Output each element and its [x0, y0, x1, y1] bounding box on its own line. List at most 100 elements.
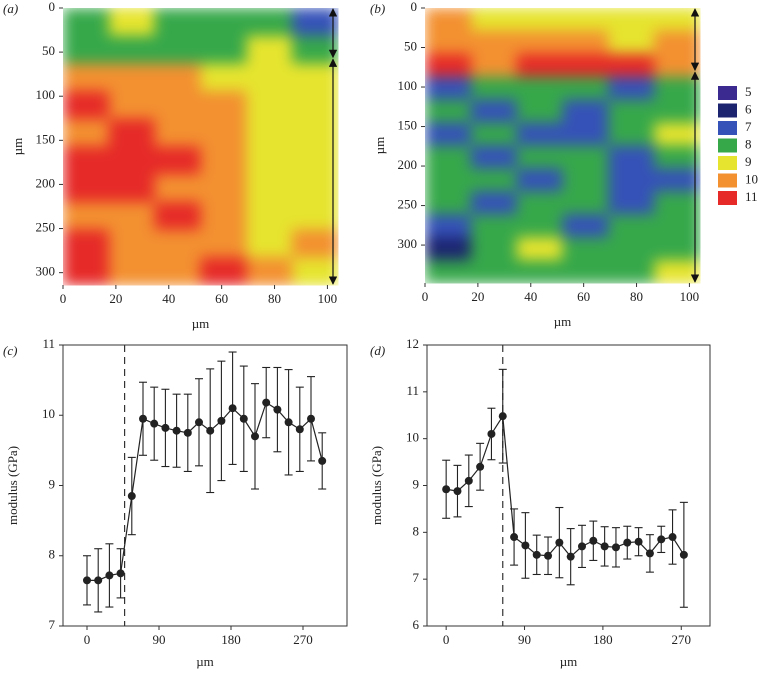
heatmap-cell — [516, 168, 563, 192]
heatmap-cell — [108, 63, 156, 92]
heatmap-cell — [63, 257, 110, 286]
heatmap-cell — [470, 99, 518, 124]
heatmap-cell — [654, 145, 701, 169]
heatmap-cell — [63, 146, 110, 175]
heatmap-cell — [562, 260, 609, 284]
heatmap-cell — [470, 122, 518, 146]
plot-frame — [62, 344, 348, 627]
heatmap-cell — [516, 30, 563, 55]
legend-label: 11 — [745, 189, 758, 204]
data-point — [634, 537, 643, 546]
x-tick-label: 90 — [153, 632, 166, 647]
heatmap-cell — [425, 30, 472, 55]
y-tick-label: 250 — [36, 220, 56, 235]
heatmap-cell — [654, 260, 701, 284]
heatmap-cell — [154, 257, 201, 286]
heatmap-cell — [562, 8, 609, 32]
y-tick-label: 7 — [413, 570, 420, 585]
y-tick-label: 150 — [398, 118, 418, 133]
heatmap-cell — [562, 145, 609, 169]
data-line — [87, 401, 323, 581]
heatmap-cell — [562, 191, 609, 215]
heatmap-cell — [516, 260, 563, 284]
panel: (d) 0 90 180 270 6 7 8 9 10 11 12 µm modulus (GPa) — [369, 336, 711, 669]
heatmap-cell — [562, 30, 609, 55]
heatmap-cell — [654, 30, 701, 55]
heatmap-cell — [562, 99, 609, 124]
y-tick-label: 100 — [398, 78, 418, 93]
y-tick-label: 200 — [398, 157, 418, 172]
heatmap-cell — [608, 30, 655, 55]
heatmap-cell — [200, 257, 247, 286]
data-point — [183, 428, 192, 437]
legend-label: 8 — [745, 136, 752, 151]
data-point — [94, 576, 103, 585]
heatmap-cell — [246, 63, 293, 92]
heatmap-cell — [516, 122, 563, 146]
heatmap-cell — [292, 146, 339, 175]
heatmap-cell — [63, 174, 110, 203]
heatmap-cell — [470, 214, 518, 238]
data-point — [657, 535, 666, 544]
heatmap-cell — [608, 237, 655, 261]
data-line — [446, 414, 685, 558]
heatmap-cell — [292, 63, 339, 92]
heatmap-cell — [608, 168, 655, 192]
heatmap-cell — [200, 63, 247, 92]
heatmap-cell — [154, 201, 201, 231]
heatmap-cell — [292, 229, 339, 258]
heatmap-cell — [292, 201, 339, 231]
x-tick-label: 180 — [593, 632, 613, 647]
y-tick-label: 50 — [42, 43, 55, 58]
heatmap-cell — [470, 8, 518, 32]
heatmap-cell — [654, 168, 701, 192]
heatmap-cell — [516, 214, 563, 238]
heatmap-cell — [425, 214, 472, 238]
heatmap-cell — [108, 91, 156, 120]
heatmap-cell — [200, 118, 247, 147]
heatmap-cell — [654, 191, 701, 215]
heatmap-cell — [425, 122, 472, 146]
heatmap-cell — [292, 118, 339, 147]
y-tick-label: 10 — [42, 406, 55, 421]
heatmap-cell — [63, 91, 110, 120]
legend-label: 6 — [745, 101, 752, 116]
legend-label: 7 — [745, 119, 752, 134]
heatmap-cell — [608, 76, 655, 101]
heatmap-cell — [516, 191, 563, 215]
x-axis-label: µm — [196, 654, 214, 669]
heatmap-cell — [246, 174, 293, 203]
heatmap-cell — [292, 174, 339, 203]
legend-swatch — [718, 138, 737, 153]
heatmap-cell — [562, 76, 609, 101]
heatmap-cell — [246, 229, 293, 258]
heatmap-cells — [63, 8, 339, 286]
heatmap-cell — [425, 191, 472, 215]
y-tick-label: 50 — [404, 38, 417, 53]
data-point — [318, 456, 327, 465]
heatmap-cell — [516, 76, 563, 101]
x-tick-label: 20 — [109, 291, 122, 306]
data-point — [251, 432, 259, 441]
heatmap-cell — [654, 53, 701, 78]
heatmap-cell — [108, 201, 156, 231]
heatmap-cell — [63, 35, 110, 64]
y-tick-label: 6 — [413, 617, 420, 632]
heatmap-cell — [470, 30, 518, 55]
heatmap-cell — [246, 35, 293, 64]
x-tick-label: 90 — [518, 632, 531, 647]
heatmap-cell — [516, 53, 563, 78]
heatmap-cell — [608, 145, 655, 169]
y-axis-label: modulus (GPa) — [369, 446, 384, 525]
heatmap-cell — [200, 174, 247, 203]
y-tick-label: 150 — [36, 131, 56, 146]
x-tick-label: 100 — [318, 291, 338, 306]
data-point — [555, 538, 564, 547]
x-axis-label: µm — [560, 654, 578, 669]
heatmap-cell — [470, 260, 518, 284]
data-point — [116, 569, 125, 578]
heatmap-cell — [292, 35, 339, 64]
plot-frame — [426, 344, 711, 627]
heatmap-cell — [108, 257, 156, 286]
